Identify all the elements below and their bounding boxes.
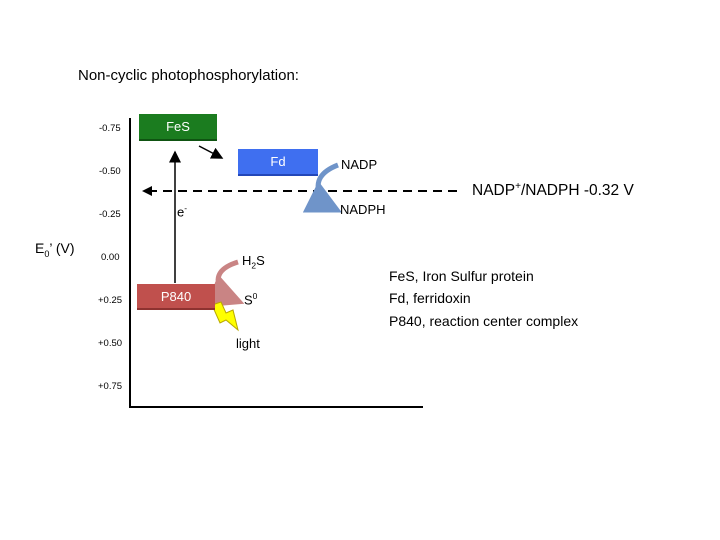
fes-to-fd-arrow xyxy=(198,145,224,159)
nadp-redox-potential-label: NADP+/NADPH -0.32 V xyxy=(472,181,634,200)
nadp-label: NADP xyxy=(341,157,378,172)
y-tick-label: +0.75 xyxy=(98,381,123,392)
y-tick-label: +0.50 xyxy=(98,338,123,349)
y-tick-label: 0.00 xyxy=(101,252,120,263)
diagram-title: Non-cyclic photophosphorylation: xyxy=(78,67,299,84)
electron-label: e- xyxy=(177,203,188,220)
p840-label: P840 xyxy=(160,288,192,304)
nadp-curved-arrow xyxy=(302,162,342,213)
p840-box: P840 xyxy=(137,284,215,310)
light-label: light xyxy=(236,336,260,351)
fes-box: FeS xyxy=(139,114,217,141)
s0-label: S0 xyxy=(244,291,258,308)
y-tick-label: -0.50 xyxy=(99,166,121,177)
dashed-line-arrowhead xyxy=(142,186,152,196)
h2s-label: H2S xyxy=(242,253,265,271)
lightning-icon xyxy=(211,301,239,332)
fd-label: Fd xyxy=(270,154,286,169)
fd-box: Fd xyxy=(238,149,318,176)
fes-label: FeS xyxy=(166,119,190,134)
legend-item: P840, reaction center complex xyxy=(389,313,579,329)
y-tick-label: -0.25 xyxy=(99,209,121,220)
legend-item: FeS, Iron Sulfur protein xyxy=(389,268,534,284)
y-tick-label: -0.75 xyxy=(99,123,121,134)
y-axis-label: E0’ (V) xyxy=(35,240,75,259)
nadph-label: NADPH xyxy=(340,202,386,217)
y-tick-label: +0.25 xyxy=(98,295,123,306)
legend-item: Fd, ferridoxin xyxy=(389,290,471,306)
h2s-curved-arrow xyxy=(205,259,245,307)
